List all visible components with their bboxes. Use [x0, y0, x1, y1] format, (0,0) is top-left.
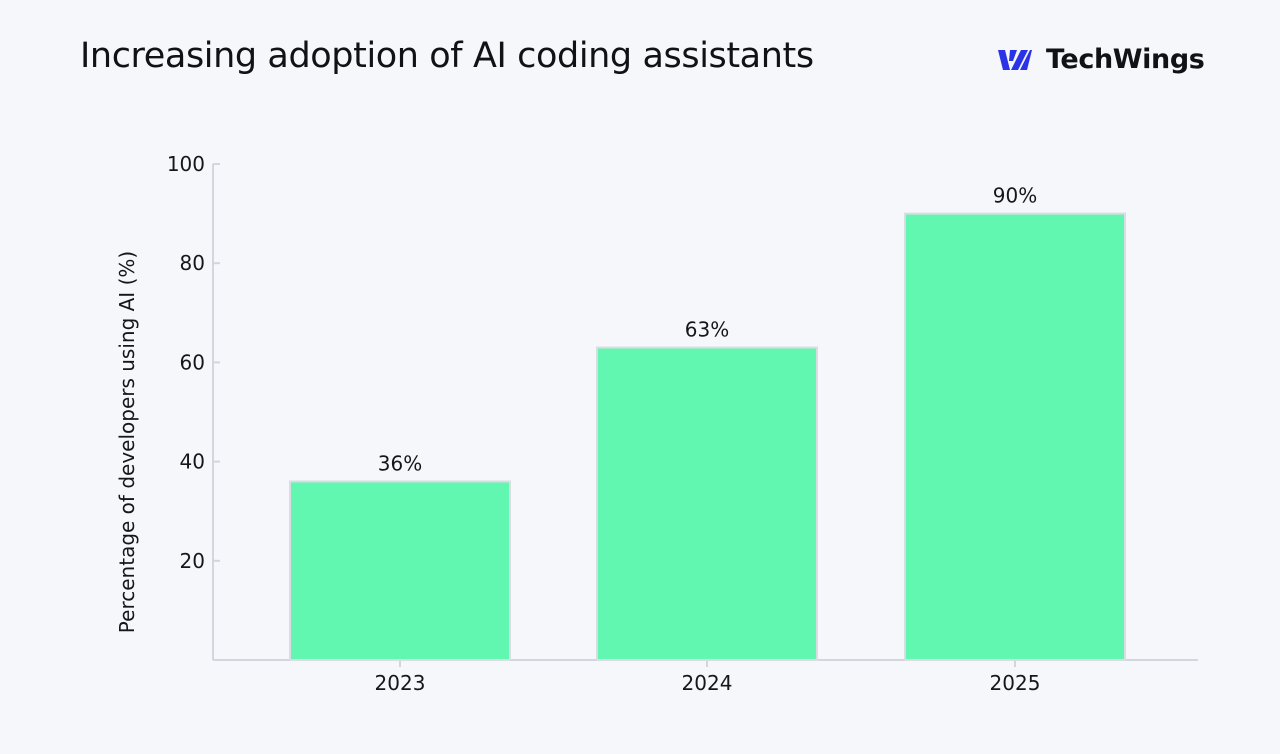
x-tick-label: 2024: [682, 671, 733, 695]
data-label: 36%: [378, 451, 422, 475]
techwings-logo-icon: [998, 49, 1032, 70]
brand: TechWings: [998, 44, 1205, 75]
x-axis: 2023 2024 2025: [213, 659, 1198, 695]
bar: [289, 480, 511, 661]
data-labels: 36% 63% 90%: [378, 184, 1037, 476]
brand-name: TechWings: [1046, 44, 1205, 75]
y-tick-label: 40: [180, 450, 205, 474]
bar: [596, 346, 818, 661]
y-tick-label: 80: [180, 251, 205, 275]
y-tick-label: 20: [180, 549, 205, 573]
bar: [904, 212, 1126, 661]
y-tick-label: 60: [180, 350, 205, 374]
y-axis-title: Percentage of developers using AI (%): [115, 251, 139, 633]
x-tick-label: 2023: [375, 671, 426, 695]
data-label: 63%: [685, 318, 729, 342]
y-tick-label: 100: [167, 152, 205, 176]
chart-title: Increasing adoption of AI coding assista…: [80, 36, 814, 76]
bars: [289, 212, 1126, 661]
data-label: 90%: [993, 184, 1037, 208]
y-axis: 20 40 60 80 100: [167, 152, 220, 660]
x-tick-label: 2025: [990, 671, 1041, 695]
